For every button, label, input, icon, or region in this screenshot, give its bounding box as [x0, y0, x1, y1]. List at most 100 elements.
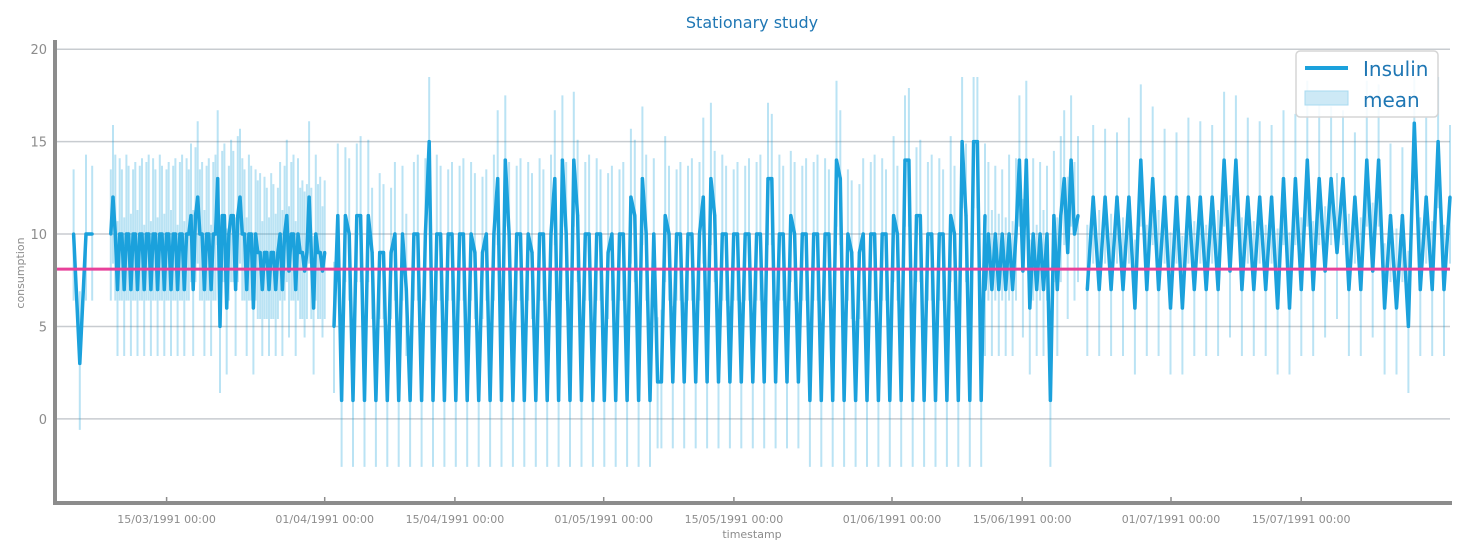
insulin-point: [960, 140, 964, 144]
insulin-point: [178, 232, 182, 236]
insulin-point: [869, 232, 873, 236]
insulin-point: [340, 398, 344, 402]
insulin-point: [762, 380, 766, 384]
insulin-point: [205, 232, 209, 236]
insulin-point: [397, 398, 401, 402]
insulin-point: [1234, 158, 1238, 162]
insulin-point: [480, 250, 485, 255]
insulin-point: [355, 214, 359, 218]
insulin-point: [496, 177, 500, 181]
insulin-point: [1377, 158, 1381, 162]
insulin-point: [1115, 195, 1119, 199]
y-tick-label: 0: [39, 413, 47, 428]
insulin-point: [158, 232, 162, 236]
insulin-point: [774, 380, 778, 384]
insulin-point: [314, 232, 318, 236]
insulin-point: [249, 232, 253, 236]
insulin-point: [236, 214, 240, 218]
insulin-point: [1069, 158, 1073, 162]
insulin-point: [1151, 177, 1155, 181]
insulin-point: [621, 232, 625, 236]
insulin-point: [283, 232, 287, 236]
insulin-point: [964, 214, 968, 218]
insulin-point: [298, 250, 302, 255]
x-tick-label: 01/04/1991 00:00: [275, 513, 374, 526]
insulin-point: [167, 232, 171, 236]
x-ticks: 15/03/1991 00:00 01/04/1991 00:00 15/04/19…: [117, 497, 1351, 526]
insulin-point: [990, 287, 994, 292]
insulin-point: [755, 232, 759, 236]
insulin-point: [1133, 306, 1137, 310]
insulin-point: [956, 398, 960, 402]
insulin-point: [857, 250, 862, 255]
insulin-point: [408, 398, 412, 402]
insulin-point: [1400, 214, 1404, 218]
insulin-point: [265, 250, 269, 255]
insulin-point: [968, 398, 972, 402]
insulin-point: [169, 287, 173, 292]
insulin-point: [84, 232, 88, 236]
insulin-point: [458, 232, 462, 236]
insulin-point: [343, 214, 347, 218]
insulin-point: [477, 398, 481, 402]
insulin-point: [111, 195, 115, 199]
insulin-point: [614, 398, 618, 402]
insulin-point: [267, 287, 271, 292]
insulin-point: [842, 398, 846, 402]
insulin-point: [378, 250, 382, 255]
insulin-point: [381, 250, 386, 255]
insulin-point: [124, 232, 128, 236]
insulin-point: [804, 232, 808, 236]
insulin-point: [1091, 195, 1095, 199]
insulin-point: [120, 232, 124, 236]
insulin-point: [300, 250, 304, 255]
insulin-point: [602, 398, 606, 402]
insulin-point: [258, 250, 262, 255]
insulin-point: [1329, 177, 1333, 181]
insulin-point: [503, 158, 507, 162]
insulin-point: [191, 287, 195, 292]
insulin-point: [1163, 195, 1167, 199]
insulin-point: [162, 287, 166, 292]
insulin-point: [1335, 250, 1339, 255]
insulin-point: [1059, 214, 1063, 218]
insulin-point: [262, 250, 267, 255]
insulin-point: [72, 232, 76, 236]
insulin-point: [640, 177, 645, 181]
insulin-point: [515, 232, 519, 236]
insulin-point: [880, 232, 884, 236]
insulin-point: [633, 214, 637, 218]
insulin-point: [256, 250, 260, 255]
insulin-line-segment: [1085, 121, 1452, 329]
insulin-point: [446, 232, 450, 236]
insulin-point: [242, 232, 247, 236]
insulin-point: [1394, 306, 1399, 310]
insulin-point: [140, 232, 144, 236]
insulin-point: [1264, 287, 1268, 292]
insulin-point: [975, 140, 980, 144]
insulin-point: [743, 232, 747, 236]
insulin-point: [404, 287, 408, 292]
insulin-line-segment: [983, 158, 1080, 403]
insulin-point: [518, 232, 523, 236]
insulin-point: [557, 398, 561, 402]
insulin-point: [808, 398, 812, 402]
insulin-point: [892, 214, 896, 218]
insulin-point: [617, 232, 622, 236]
insulin-point: [1062, 177, 1066, 181]
insulin-point: [530, 250, 534, 255]
insulin-point: [884, 232, 888, 236]
insulin-point: [211, 232, 215, 236]
insulin-point: [113, 232, 117, 236]
insulin-point: [1031, 232, 1035, 236]
insulin-point: [823, 232, 827, 236]
insulin-point: [713, 214, 717, 218]
insulin-point: [701, 195, 705, 199]
insulin-point: [439, 232, 443, 236]
insulin-point: [812, 232, 816, 236]
insulin-point: [274, 287, 278, 292]
insulin-point: [366, 214, 370, 218]
insulin-point: [572, 158, 576, 162]
insulin-point: [280, 287, 284, 292]
